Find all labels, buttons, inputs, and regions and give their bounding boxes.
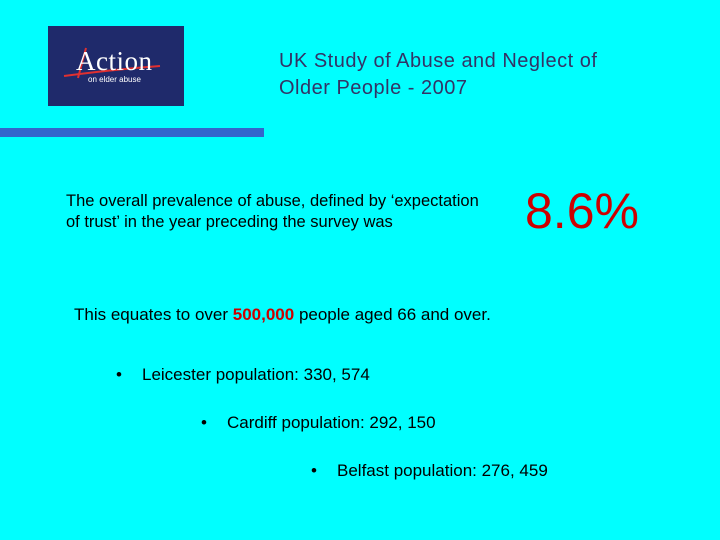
- bullet-text: Leicester population: 330, 574: [142, 365, 370, 384]
- equates-prefix: This equates to over: [74, 305, 233, 324]
- bullet-item-belfast: • Belfast population: 276, 459: [311, 461, 548, 481]
- title-divider-bar: [0, 128, 264, 137]
- bullet-text: Cardiff population: 292, 150: [227, 413, 436, 432]
- action-on-elder-abuse-logo: Action on elder abuse: [48, 26, 184, 106]
- title-line-2: Older People - 2007: [279, 77, 468, 99]
- bullet-item-leicester: • Leicester population: 330, 574: [116, 365, 370, 385]
- prevalence-value: 8.6%: [525, 183, 639, 239]
- equates-suffix: people aged 66 and over.: [294, 305, 491, 324]
- equates-highlight-number: 500,000: [232, 305, 295, 324]
- title-line-1: UK Study of Abuse and Neglect of: [279, 50, 598, 72]
- equates-statement: This equates to over 500,000 people aged…: [74, 305, 491, 325]
- logo-sub-text: on elder abuse: [88, 75, 141, 84]
- bullet-marker: •: [201, 413, 207, 432]
- bullet-marker: •: [116, 365, 122, 384]
- bullet-text: Belfast population: 276, 459: [337, 461, 548, 480]
- logo-swoosh-graphic: [63, 47, 161, 79]
- bullet-item-cardiff: • Cardiff population: 292, 150: [201, 413, 436, 433]
- bullet-marker: •: [311, 461, 317, 480]
- prevalence-description: The overall prevalence of abuse, defined…: [66, 192, 479, 231]
- logo-main-text: Action: [76, 46, 153, 76]
- slide-title: UK Study of Abuse and Neglect of Older P…: [279, 48, 597, 102]
